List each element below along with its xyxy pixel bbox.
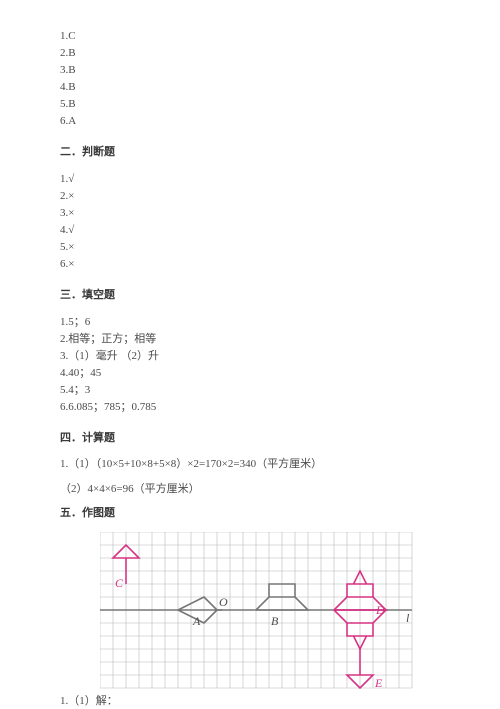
section-4-title: 四．计算题 — [60, 430, 440, 447]
multiple-choice-answers: 1.C 2.B 3.B 4.B 5.B 6.A — [60, 28, 440, 130]
calc-line-2: （2）4×4×6=96（平方厘米） — [60, 481, 440, 498]
mc-answer-1: 1.C — [60, 28, 440, 45]
tf-answer-3: 3.× — [60, 205, 440, 222]
svg-text:A: A — [192, 614, 201, 628]
tf-answer-5: 5.× — [60, 239, 440, 256]
section-2-title: 二．判断题 — [60, 144, 440, 161]
fb-answer-2: 2.相等；正方；相等 — [60, 331, 440, 348]
mc-answer-5: 5.B — [60, 96, 440, 113]
svg-text:C: C — [115, 576, 124, 590]
drawing-figure: CAOBDEl — [60, 532, 440, 689]
tf-answer-1: 1.√ — [60, 171, 440, 188]
svg-text:D: D — [375, 603, 385, 617]
fb-answer-5: 5.4；3 — [60, 382, 440, 399]
svg-text:E: E — [374, 676, 383, 689]
section-3-title: 三．填空题 — [60, 287, 440, 304]
tf-answer-6: 6.× — [60, 256, 440, 273]
fill-blank-answers: 1.5；6 2.相等；正方；相等 3.（1）毫升 （2）升 4.40；45 5.… — [60, 314, 440, 416]
fb-answer-1: 1.5；6 — [60, 314, 440, 331]
mc-answer-3: 3.B — [60, 62, 440, 79]
calc-line-1: 1.（1）（10×5+10×8+5×8）×2=170×2=340（平方厘米） — [60, 456, 440, 473]
tf-answer-2: 2.× — [60, 188, 440, 205]
tf-answer-4: 4.√ — [60, 222, 440, 239]
mc-answer-4: 4.B — [60, 79, 440, 96]
svg-text:O: O — [219, 595, 228, 609]
true-false-answers: 1.√ 2.× 3.× 4.√ 5.× 6.× — [60, 171, 440, 273]
svg-text:B: B — [271, 614, 279, 628]
grid-figure-svg: CAOBDEl — [100, 532, 413, 689]
mc-answer-6: 6.A — [60, 113, 440, 130]
mc-answer-2: 2.B — [60, 45, 440, 62]
fb-answer-6: 6.6.085；785；0.785 — [60, 399, 440, 416]
section-5-title: 五．作图题 — [60, 505, 440, 522]
fb-answer-4: 4.40；45 — [60, 365, 440, 382]
fb-answer-3: 3.（1）毫升 （2）升 — [60, 348, 440, 365]
